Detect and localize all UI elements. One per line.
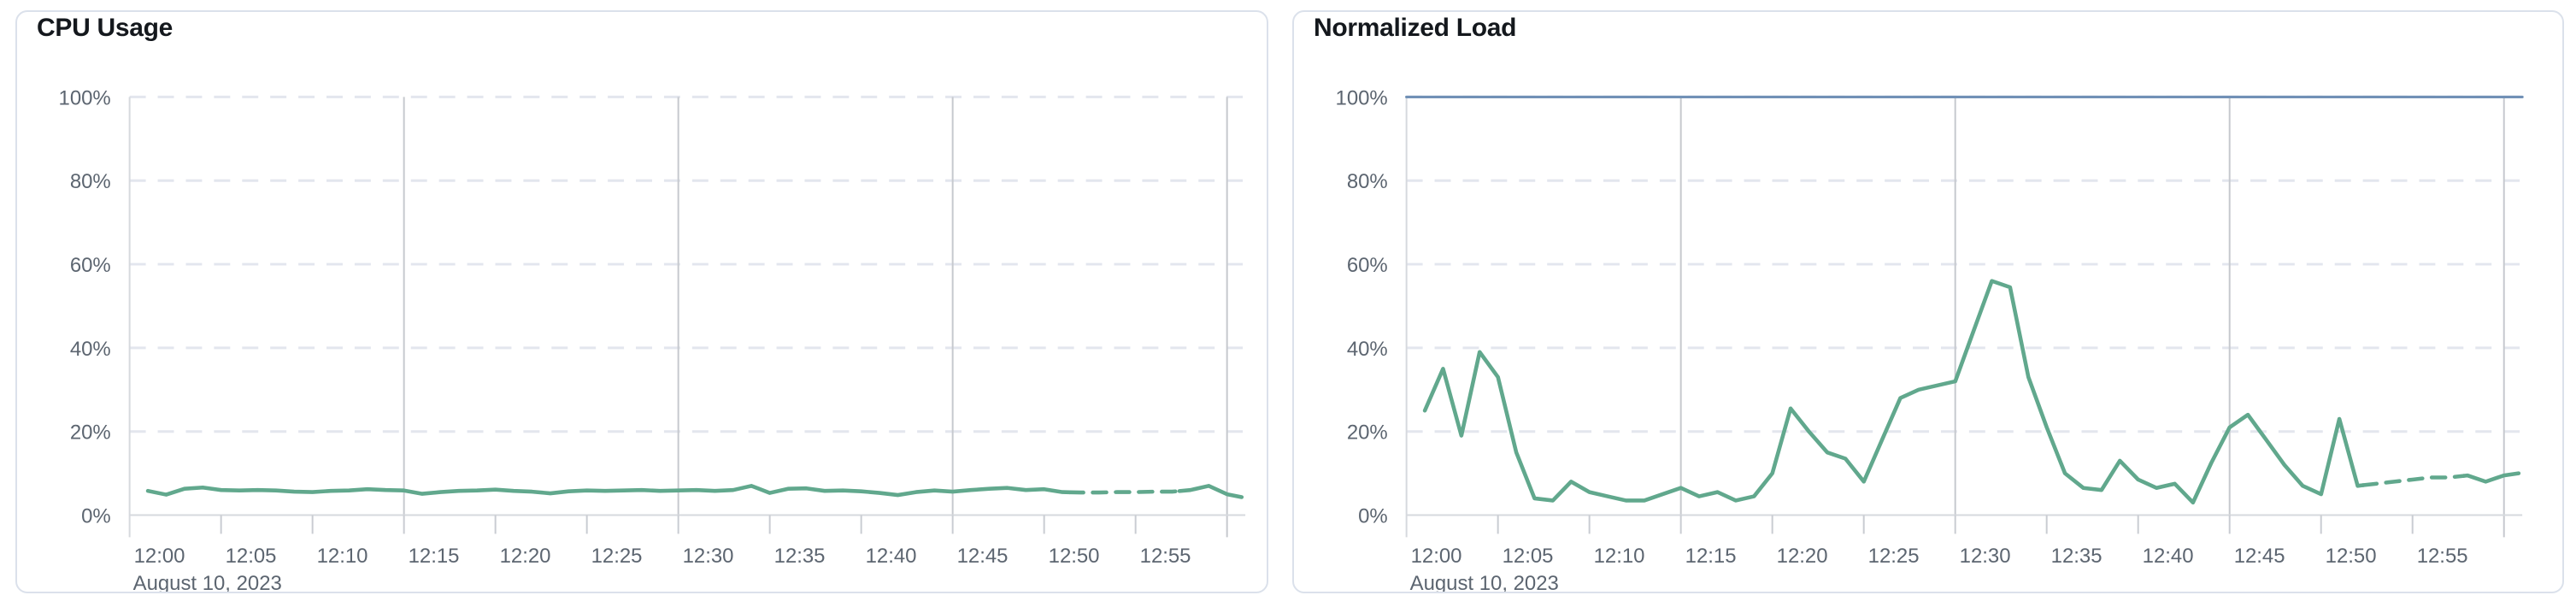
series-line-cpu-usage bbox=[145, 484, 1072, 498]
x-tick-label: 12:45 bbox=[2234, 545, 2285, 568]
y-tick-label: 60% bbox=[70, 254, 111, 277]
y-tick-label: 0% bbox=[81, 505, 111, 528]
x-tick-label: 12:30 bbox=[1960, 545, 2011, 568]
x-tick-label: 12:20 bbox=[1777, 545, 1828, 568]
cpu-usage-plot-area[interactable]: 12:00 12:05 12:10 12:15 12:20 12:25 12:30 12:35… bbox=[17, 12, 1267, 592]
normalized-load-chart[interactable]: 12:00 12:05 12:10 12:15 12:20 12:25 12:30 12:35… bbox=[1294, 12, 2562, 592]
x-tick-label: 12:15 bbox=[409, 545, 460, 568]
x-tick-label: 12:55 bbox=[1140, 545, 1191, 568]
x-tick-label: 12:15 bbox=[1685, 545, 1737, 568]
y-tick-label: 40% bbox=[70, 338, 111, 361]
x-tick-label: 12:25 bbox=[591, 545, 643, 568]
x-tick-label: 12:05 bbox=[1503, 545, 1554, 568]
chart-title-cpu-usage: CPU Usage bbox=[37, 14, 173, 42]
cpu-usage-chart[interactable]: 12:00 12:05 12:10 12:15 12:20 12:25 12:30 12:35… bbox=[17, 12, 1267, 592]
y-tick-label: 80% bbox=[1347, 170, 1388, 193]
y-tick-label: 100% bbox=[59, 86, 111, 109]
y-tick-label: 20% bbox=[1347, 421, 1388, 445]
series-line-cpu-usage bbox=[1177, 484, 1244, 499]
y-tick-label: 20% bbox=[70, 421, 111, 445]
series-line-normalized-load bbox=[2461, 471, 2521, 484]
x-tick-label: 12:55 bbox=[2417, 545, 2468, 568]
normalized-load-plot-area[interactable]: 12:00 12:05 12:10 12:15 12:20 12:25 12:30 12:35… bbox=[1294, 12, 2562, 592]
x-tick-label: 12:40 bbox=[866, 545, 917, 568]
chart-card-cpu-usage: CPU Usage 12:00 12:05 12:10 12:15 12:20 12:25… bbox=[15, 10, 1268, 593]
y-tick-label: 0% bbox=[1358, 505, 1388, 528]
x-axis-date-label: August 10, 2023 bbox=[133, 572, 282, 592]
y-tick-label: 40% bbox=[1347, 338, 1388, 361]
x-tick-label: 12:45 bbox=[957, 545, 1009, 568]
chart-title-normalized-load: Normalized Load bbox=[1314, 14, 1517, 42]
x-tick-label: 12:35 bbox=[2051, 545, 2103, 568]
y-tick-label: 80% bbox=[70, 170, 111, 193]
x-tick-label: 12:10 bbox=[317, 545, 368, 568]
x-tick-label: 12:00 bbox=[1411, 545, 1462, 568]
series-line-cpu-usage bbox=[1067, 489, 1182, 495]
series-line-normalized-load bbox=[1422, 279, 2366, 505]
series-line-normalized-load bbox=[2361, 474, 2466, 487]
x-tick-label: 12:40 bbox=[2143, 545, 2194, 568]
x-tick-label: 12:50 bbox=[1049, 545, 1100, 568]
chart-card-normalized-load: Normalized Load 12:00 12:05 12:10 12:15 12:2… bbox=[1292, 10, 2564, 593]
x-tick-label: 12:30 bbox=[683, 545, 734, 568]
x-tick-label: 12:35 bbox=[774, 545, 826, 568]
y-tick-label: 60% bbox=[1347, 254, 1388, 277]
x-tick-label: 12:50 bbox=[2326, 545, 2377, 568]
x-tick-label: 12:25 bbox=[1868, 545, 1920, 568]
x-axis-date-label: August 10, 2023 bbox=[1410, 572, 1559, 592]
x-tick-label: 12:05 bbox=[226, 545, 277, 568]
x-tick-label: 12:10 bbox=[1594, 545, 1645, 568]
x-tick-label: 12:20 bbox=[500, 545, 551, 568]
y-tick-label: 100% bbox=[1336, 86, 1388, 109]
x-tick-label: 12:00 bbox=[134, 545, 185, 568]
